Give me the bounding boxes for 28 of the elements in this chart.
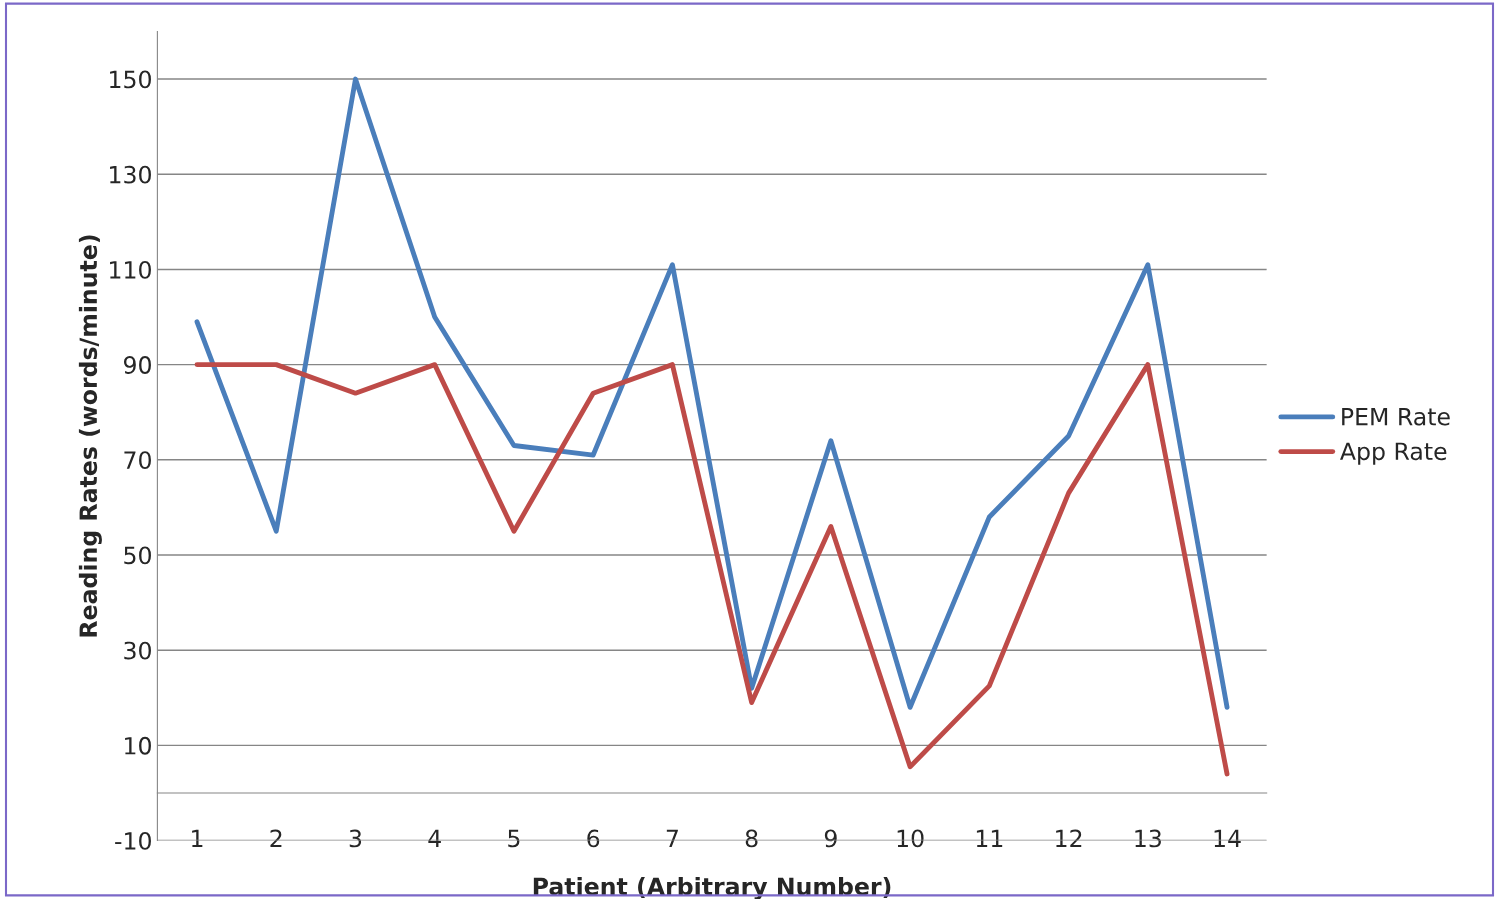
y-tick-label: 10 [125, 736, 151, 755]
y-tick-label: 90 [123, 356, 151, 374]
line-series [194, 76, 1230, 710]
y-tick-label: -10 [115, 832, 151, 850]
x-tick-label: 5 [508, 829, 520, 848]
x-tick-label: 1 [192, 829, 203, 848]
y-tick-label: 110 [110, 260, 151, 279]
x-tick-label: 13 [1135, 829, 1161, 848]
x-tick-label: 14 [1214, 829, 1241, 848]
legend-label: PEM Rate [1342, 407, 1450, 426]
x-tick-label: 10 [897, 829, 924, 848]
line-series [194, 362, 1230, 777]
y-tick-label: 150 [110, 70, 151, 89]
y-tick-label: 70 [124, 451, 151, 470]
x-tick-label: 3 [349, 829, 362, 848]
x-tick-label: 7 [666, 829, 678, 848]
x-tick-label: 6 [587, 829, 600, 848]
y-tick-label: 130 [110, 165, 151, 184]
x-tick-label: 11 [976, 829, 1003, 848]
y-tick-label: 30 [124, 641, 151, 660]
y-axis-title: Reading Rates (words/minute) [78, 235, 102, 637]
x-tick-label: 2 [270, 829, 282, 848]
x-tick-label: 8 [745, 829, 758, 848]
x-tick-label: 9 [824, 829, 837, 848]
x-tick-label: 4 [428, 829, 441, 848]
legend-label: App Rate [1340, 442, 1447, 465]
y-tick-label: 50 [124, 546, 151, 565]
x-tick-label: 12 [1056, 829, 1082, 848]
